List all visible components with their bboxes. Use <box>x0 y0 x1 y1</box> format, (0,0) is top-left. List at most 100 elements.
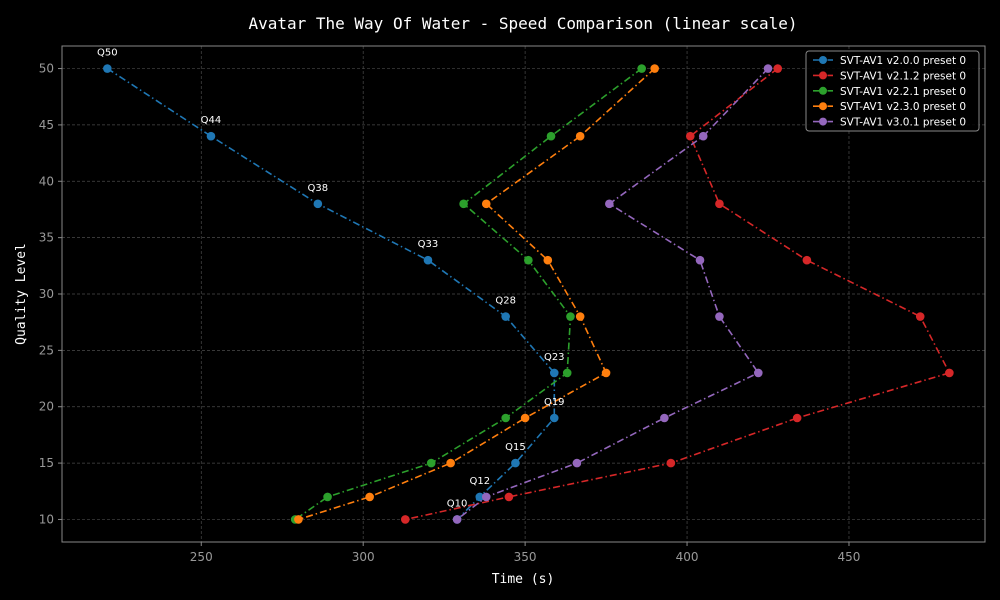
x-tick-label: 300 <box>352 550 375 564</box>
data-point <box>504 492 514 502</box>
data-point <box>501 312 510 321</box>
data-point <box>524 255 533 265</box>
legend-entry: SVT-AV1 v2.2.1 preset 0 <box>813 86 966 98</box>
data-point <box>400 515 410 524</box>
y-tick-label: 15 <box>39 456 54 470</box>
data-point <box>562 368 572 378</box>
y-axis-label: Quality Level <box>14 243 29 345</box>
series-line <box>106 67 556 521</box>
legend-label: SVT-AV1 v2.1.2 preset 0 <box>840 70 966 82</box>
data-point <box>549 413 559 423</box>
y-tick-label: 10 <box>39 512 54 526</box>
chart-title: Avatar The Way Of Water - Speed Comparis… <box>248 14 797 33</box>
data-point <box>763 64 773 73</box>
annotation-label: Q33 <box>418 239 439 250</box>
data-point <box>802 255 812 265</box>
annotation-label: Q15 <box>505 442 526 453</box>
data-point <box>575 312 585 321</box>
legend-marker <box>819 86 827 95</box>
series-3 <box>290 64 647 524</box>
data-point <box>313 199 323 209</box>
x-tick-label: 350 <box>514 550 537 564</box>
annotation-label: Q23 <box>544 352 565 363</box>
data-point <box>566 312 575 321</box>
y-tick-label: 50 <box>39 62 54 76</box>
data-point <box>637 64 647 73</box>
data-point <box>549 368 559 378</box>
annotation-label: Q19 <box>544 397 565 408</box>
series-line <box>405 67 951 521</box>
legend-marker <box>819 71 827 80</box>
legend-marker <box>819 117 827 126</box>
x-tick-label: 250 <box>190 550 213 564</box>
data-point <box>520 413 530 423</box>
data-point <box>605 199 614 209</box>
series-5 <box>452 64 773 524</box>
data-point <box>475 492 485 502</box>
data-point <box>452 515 462 524</box>
data-point <box>685 131 695 141</box>
y-tick-label: 25 <box>39 343 54 357</box>
legend-label: SVT-AV1 v2.0.0 preset 0 <box>840 55 966 67</box>
series-4 <box>294 64 659 524</box>
data-point <box>773 64 783 73</box>
data-point <box>481 492 491 502</box>
y-axis-ticks: 10 15 20 25 30 35 40 45 50 <box>39 62 62 526</box>
annotation-label: Q10 <box>447 498 468 509</box>
data-point <box>543 255 553 265</box>
legend-label: SVT-AV1 v2.3.0 preset 0 <box>840 101 966 113</box>
data-point <box>601 368 611 378</box>
x-tick-label: 400 <box>676 550 699 564</box>
data-point <box>715 199 724 209</box>
series-2 <box>400 64 954 524</box>
data-point <box>695 255 705 265</box>
legend-marker <box>819 56 827 64</box>
data-point <box>666 458 676 468</box>
data-point <box>459 199 468 209</box>
legend-label: SVT-AV1 v2.2.1 preset 0 <box>840 86 966 98</box>
grid-lines <box>62 46 985 542</box>
y-tick-label: 35 <box>39 231 54 245</box>
legend-entry: SVT-AV1 v2.3.0 preset 0 <box>813 101 966 113</box>
data-point <box>575 131 585 141</box>
data-point <box>792 413 802 423</box>
data-point <box>206 131 216 141</box>
series-line <box>294 67 643 521</box>
data-point <box>423 255 433 265</box>
series-line <box>456 67 769 521</box>
y-tick-label: 45 <box>39 118 54 132</box>
legend-box <box>805 50 980 132</box>
y-tick-label: 40 <box>39 174 54 188</box>
x-tick-label: 450 <box>838 550 861 564</box>
data-point <box>481 199 491 209</box>
legend-entry: SVT-AV1 v2.1.2 preset 0 <box>813 70 966 82</box>
data-point <box>426 458 436 468</box>
y-tick-label: 30 <box>39 287 54 301</box>
data-point <box>365 492 374 502</box>
annotation-label: Q50 <box>97 48 118 59</box>
data-point <box>103 64 112 73</box>
data-point <box>446 458 455 468</box>
legend-marker <box>819 102 827 111</box>
series-lines <box>103 64 954 524</box>
data-point <box>546 131 556 141</box>
data-point <box>572 458 582 468</box>
x-axis-label: Time (s) <box>492 572 555 587</box>
series-line <box>298 67 656 521</box>
annotation-label: Q12 <box>469 476 490 487</box>
annotation-label: Q44 <box>201 115 222 126</box>
data-point <box>511 458 520 468</box>
data-point <box>945 368 954 378</box>
data-point <box>501 413 510 423</box>
data-point <box>294 515 303 524</box>
data-point <box>323 492 332 502</box>
data-point <box>715 312 724 321</box>
annotation-label: Q28 <box>495 296 516 307</box>
data-point <box>660 413 669 423</box>
y-tick-label: 20 <box>39 400 54 414</box>
data-point <box>698 131 708 141</box>
data-point <box>650 64 659 73</box>
legend-label: SVT-AV1 v3.0.1 preset 0 <box>840 117 966 129</box>
